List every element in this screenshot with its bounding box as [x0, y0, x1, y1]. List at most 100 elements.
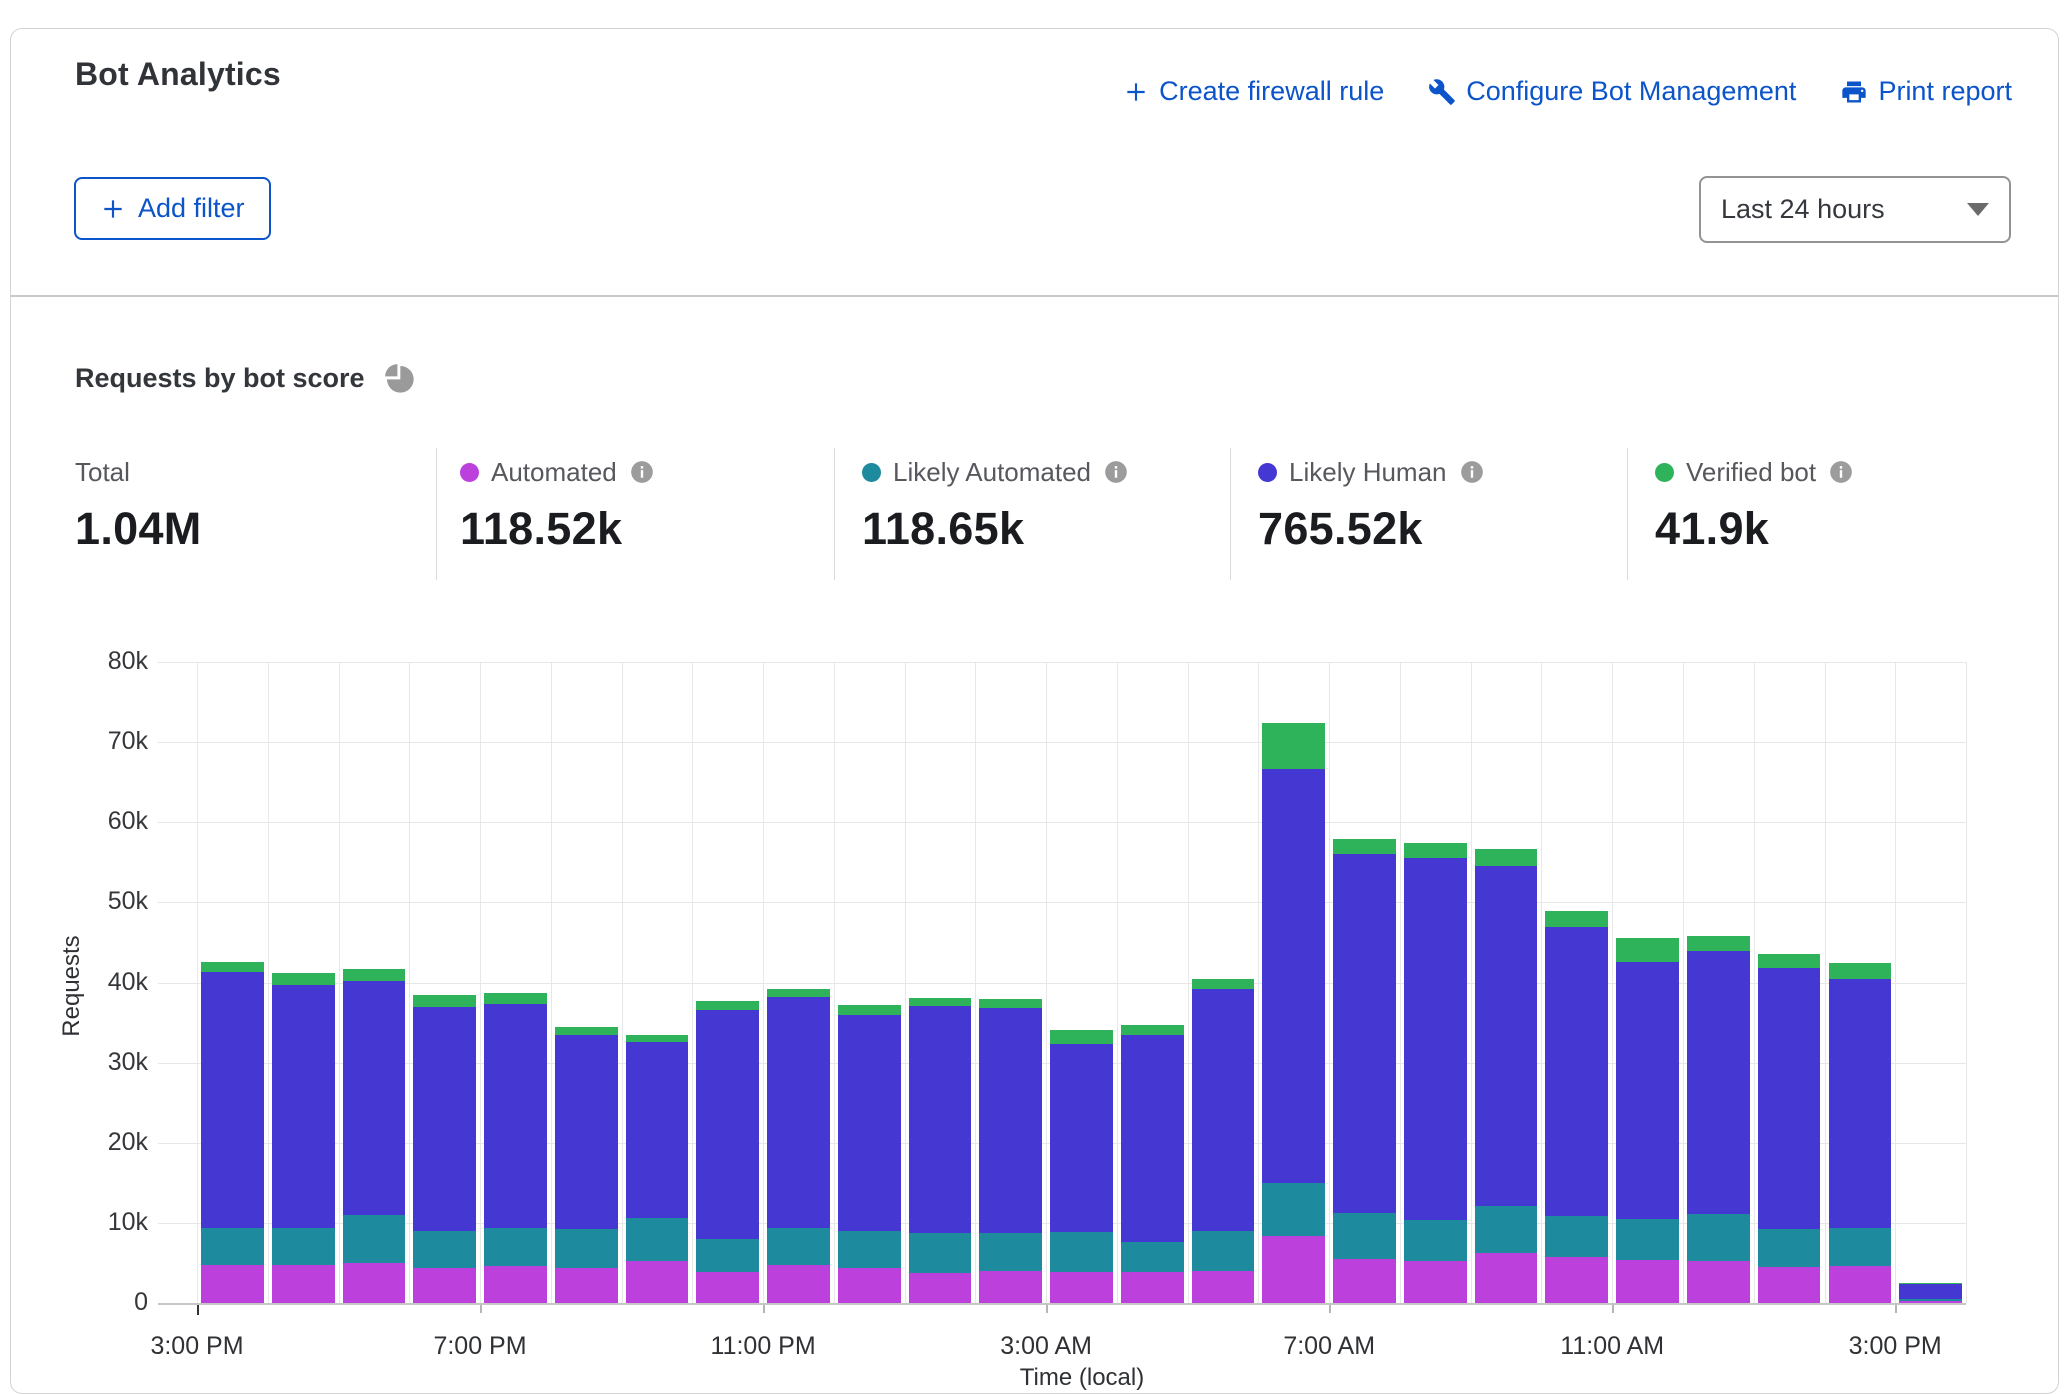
- segment-likely-automated[interactable]: [909, 1233, 972, 1273]
- segment-likely-automated[interactable]: [1333, 1213, 1396, 1259]
- segment-verified-bot[interactable]: [1121, 1025, 1184, 1035]
- segment-likely-human[interactable]: [979, 1008, 1042, 1233]
- segment-verified-bot[interactable]: [1262, 723, 1325, 769]
- segment-likely-human[interactable]: [1192, 989, 1255, 1231]
- segment-automated[interactable]: [484, 1266, 547, 1303]
- segment-verified-bot[interactable]: [1333, 839, 1396, 853]
- segment-likely-automated[interactable]: [1404, 1220, 1467, 1261]
- segment-automated[interactable]: [1192, 1271, 1255, 1303]
- segment-likely-human[interactable]: [1475, 866, 1538, 1207]
- segment-likely-automated[interactable]: [1121, 1242, 1184, 1272]
- segment-verified-bot[interactable]: [1192, 979, 1255, 989]
- segment-verified-bot[interactable]: [343, 969, 406, 981]
- segment-likely-human[interactable]: [343, 981, 406, 1215]
- bar-12-00-pm[interactable]: [1687, 936, 1750, 1303]
- time-range-dropdown[interactable]: Last 24 hours: [1699, 176, 2011, 243]
- segment-verified-bot[interactable]: [838, 1005, 901, 1015]
- segment-likely-automated[interactable]: [696, 1239, 759, 1273]
- segment-likely-automated[interactable]: [1829, 1228, 1892, 1266]
- segment-automated[interactable]: [1333, 1259, 1396, 1303]
- segment-verified-bot[interactable]: [1404, 843, 1467, 858]
- segment-likely-human[interactable]: [1333, 854, 1396, 1214]
- segment-verified-bot[interactable]: [626, 1035, 689, 1042]
- bar-7-00-am[interactable]: [1333, 839, 1396, 1303]
- segment-likely-automated[interactable]: [413, 1231, 476, 1268]
- segment-automated[interactable]: [767, 1265, 830, 1303]
- bar-3-00-am[interactable]: [1050, 1030, 1113, 1303]
- bar-8-00-pm[interactable]: [555, 1027, 618, 1303]
- segment-likely-automated[interactable]: [767, 1228, 830, 1266]
- segment-likely-automated[interactable]: [1192, 1231, 1255, 1271]
- segment-likely-automated[interactable]: [201, 1228, 264, 1265]
- segment-likely-human[interactable]: [1829, 979, 1892, 1229]
- bar-11-00-pm[interactable]: [767, 989, 830, 1303]
- segment-automated[interactable]: [626, 1261, 689, 1303]
- segment-automated[interactable]: [1475, 1253, 1538, 1303]
- bar-8-00-am[interactable]: [1404, 843, 1467, 1303]
- bar-5-00-am[interactable]: [1192, 979, 1255, 1304]
- bar-10-00-am[interactable]: [1545, 911, 1608, 1303]
- segment-likely-automated[interactable]: [484, 1228, 547, 1266]
- segment-automated[interactable]: [413, 1268, 476, 1303]
- info-icon[interactable]: [1828, 459, 1854, 485]
- segment-verified-bot[interactable]: [484, 993, 547, 1004]
- segment-verified-bot[interactable]: [1545, 911, 1608, 927]
- segment-automated[interactable]: [555, 1268, 618, 1303]
- segment-likely-human[interactable]: [1262, 769, 1325, 1182]
- bar-4-00-pm[interactable]: [272, 973, 335, 1303]
- segment-likely-human[interactable]: [201, 972, 264, 1228]
- segment-likely-automated[interactable]: [626, 1218, 689, 1260]
- segment-likely-human[interactable]: [838, 1015, 901, 1231]
- segment-likely-automated[interactable]: [343, 1215, 406, 1263]
- segment-likely-human[interactable]: [1050, 1044, 1113, 1232]
- segment-verified-bot[interactable]: [1050, 1030, 1113, 1044]
- segment-automated[interactable]: [343, 1263, 406, 1303]
- segment-likely-human[interactable]: [555, 1035, 618, 1229]
- segment-verified-bot[interactable]: [696, 1001, 759, 1010]
- segment-likely-automated[interactable]: [1262, 1183, 1325, 1237]
- bar-6-00-pm[interactable]: [413, 995, 476, 1303]
- segment-likely-automated[interactable]: [1545, 1216, 1608, 1257]
- info-icon[interactable]: [629, 459, 655, 485]
- segment-automated[interactable]: [1050, 1272, 1113, 1303]
- segment-verified-bot[interactable]: [555, 1027, 618, 1035]
- segment-verified-bot[interactable]: [272, 973, 335, 985]
- segment-automated[interactable]: [201, 1265, 264, 1303]
- segment-likely-automated[interactable]: [979, 1233, 1042, 1271]
- segment-likely-automated[interactable]: [1475, 1206, 1538, 1253]
- segment-automated[interactable]: [979, 1271, 1042, 1303]
- bar-12-00-am[interactable]: [838, 1005, 901, 1303]
- segment-automated[interactable]: [1262, 1236, 1325, 1303]
- segment-likely-automated[interactable]: [1687, 1214, 1750, 1261]
- segment-verified-bot[interactable]: [1616, 938, 1679, 961]
- segment-likely-human[interactable]: [1404, 858, 1467, 1219]
- segment-likely-automated[interactable]: [555, 1229, 618, 1267]
- bar-5-00-pm[interactable]: [343, 969, 406, 1303]
- bar-10-00-pm[interactable]: [696, 1001, 759, 1303]
- info-icon[interactable]: [1103, 459, 1129, 485]
- segment-verified-bot[interactable]: [767, 989, 830, 997]
- segment-likely-human[interactable]: [1899, 1284, 1962, 1299]
- segment-automated[interactable]: [272, 1265, 335, 1303]
- bar-3-00-pm[interactable]: [201, 962, 264, 1303]
- segment-likely-automated[interactable]: [1758, 1229, 1821, 1267]
- create-firewall-rule-link[interactable]: Create firewall rule: [1123, 76, 1384, 107]
- segment-likely-human[interactable]: [626, 1042, 689, 1218]
- segment-likely-automated[interactable]: [1616, 1219, 1679, 1261]
- segment-likely-human[interactable]: [272, 985, 335, 1229]
- bar-2-00-pm[interactable]: [1829, 963, 1892, 1304]
- bar-1-00-pm[interactable]: [1758, 954, 1821, 1303]
- info-icon[interactable]: [1459, 459, 1485, 485]
- segment-verified-bot[interactable]: [201, 962, 264, 972]
- segment-verified-bot[interactable]: [1829, 963, 1892, 979]
- segment-verified-bot[interactable]: [413, 995, 476, 1006]
- segment-likely-human[interactable]: [484, 1004, 547, 1228]
- bar-4-00-am[interactable]: [1121, 1025, 1184, 1303]
- print-report-link[interactable]: Print report: [1840, 76, 2012, 107]
- segment-automated[interactable]: [1829, 1266, 1892, 1303]
- bar-6-00-am[interactable]: [1262, 723, 1325, 1303]
- segment-likely-automated[interactable]: [272, 1228, 335, 1265]
- segment-likely-human[interactable]: [909, 1006, 972, 1233]
- segment-likely-automated[interactable]: [838, 1231, 901, 1269]
- bar-7-00-pm[interactable]: [484, 993, 547, 1303]
